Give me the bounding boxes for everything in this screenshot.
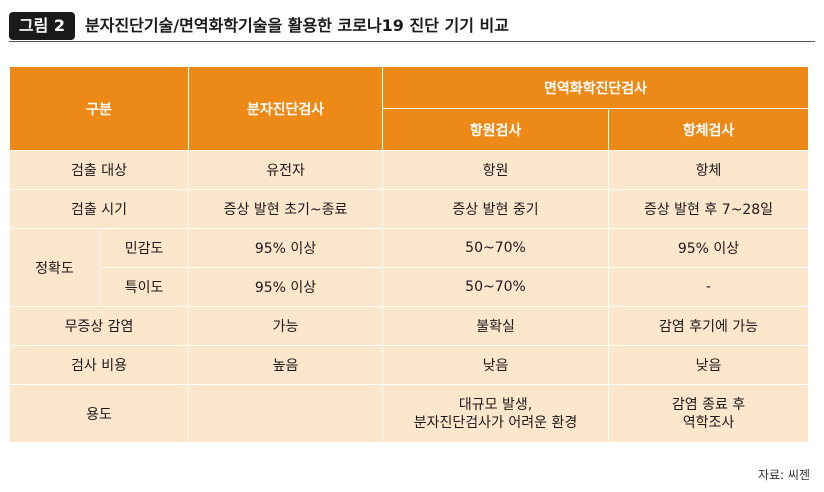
table-row: 용도 대규모 발생, 분자진단검사가 어려운 환경 감염 종료 후 역학조사 bbox=[8, 384, 810, 443]
table-row: 특이도 95% 이상 50~70% - bbox=[10, 267, 810, 307]
header-immuno: 면역화학진단검사 bbox=[382, 66, 810, 109]
row-label-specificity: 특이도 bbox=[98, 267, 190, 307]
cell-asymptomatic-antibody: 감염 후기에 가능 bbox=[608, 306, 810, 346]
cell-target-molecular: 유전자 bbox=[188, 150, 384, 190]
table-row: 정확도 민감도 95% 이상 50~70% 95% 이상 bbox=[9, 228, 810, 307]
usage-antigen-line2: 분자진단검사가 어려운 환경 bbox=[413, 414, 578, 431]
cell-specificity-molecular: 95% 이상 bbox=[188, 267, 384, 307]
header-row-2: 항원검사 항체검사 bbox=[10, 108, 810, 151]
figure-title: 분자진단기술/면역화학기술을 활용한 코로나19 진단 기기 비교 bbox=[85, 16, 509, 35]
row-label-sensitivity: 민감도 bbox=[98, 228, 190, 268]
cell-timing-antibody: 증상 발현 후 7~28일 bbox=[608, 189, 810, 229]
row-label-timing: 검출 시기 bbox=[8, 189, 190, 229]
source-note: 자료: 씨젠 bbox=[757, 468, 810, 482]
figure-header: 그림 2 분자진단기술/면역화학기술을 활용한 코로나19 진단 기기 비교 bbox=[9, 12, 815, 42]
cell-asymptomatic-molecular: 가능 bbox=[188, 306, 384, 346]
header-category: 구분 bbox=[8, 66, 190, 151]
row-label-accuracy: 정확도 bbox=[9, 228, 100, 307]
cell-cost-antigen: 낮음 bbox=[382, 345, 610, 385]
cell-target-antibody: 항체 bbox=[608, 150, 810, 190]
usage-antibody-line1: 감염 종료 후 bbox=[671, 396, 746, 413]
header-divider bbox=[9, 41, 815, 42]
table-row: 검출 대상 유전자 항원 항체 bbox=[8, 150, 810, 190]
table-row: 검출 시기 증상 발현 초기~종료 증상 발현 중기 증상 발현 후 7~28일 bbox=[8, 189, 810, 229]
cell-specificity-antigen: 50~70% bbox=[382, 267, 610, 307]
header-antibody: 항체검사 bbox=[608, 108, 810, 151]
row-label-usage: 용도 bbox=[8, 384, 190, 443]
cell-timing-molecular: 증상 발현 초기~종료 bbox=[188, 189, 384, 229]
cell-asymptomatic-antigen: 불확실 bbox=[382, 306, 610, 346]
cell-sensitivity-antibody: 95% 이상 bbox=[608, 228, 810, 268]
usage-antibody-line2: 역학조사 bbox=[682, 414, 735, 431]
cell-cost-antibody: 낮음 bbox=[608, 345, 810, 385]
cell-target-antigen: 항원 bbox=[382, 150, 610, 190]
cell-sensitivity-antigen: 50~70% bbox=[382, 228, 610, 268]
comparison-table: 구분 분자진단검사 면역화학진단검사 항원검사 항체검사 검출 대상 유전자 항… bbox=[8, 66, 810, 443]
cell-specificity-antibody: - bbox=[608, 267, 810, 307]
row-label-cost: 검사 비용 bbox=[8, 345, 190, 385]
row-label-asymptomatic: 무증상 감염 bbox=[8, 306, 190, 346]
cell-usage-molecular bbox=[188, 384, 384, 443]
table-row: 무증상 감염 가능 불확실 감염 후기에 가능 bbox=[8, 306, 810, 346]
table-row: 검사 비용 높음 낮음 낮음 bbox=[8, 345, 810, 385]
header-row-1: 구분 분자진단검사 면역화학진단검사 bbox=[8, 66, 810, 151]
cell-cost-molecular: 높음 bbox=[188, 345, 384, 385]
row-label-target: 검출 대상 bbox=[8, 150, 190, 190]
header-molecular: 분자진단검사 bbox=[188, 66, 384, 151]
header-antigen: 항원검사 bbox=[382, 108, 610, 151]
figure-badge: 그림 2 bbox=[9, 12, 75, 40]
usage-antigen-line1: 대규모 발생, bbox=[458, 396, 533, 413]
cell-usage-antigen: 대규모 발생, 분자진단검사가 어려운 환경 bbox=[382, 384, 610, 443]
cell-usage-antibody: 감염 종료 후 역학조사 bbox=[608, 384, 810, 443]
cell-sensitivity-molecular: 95% 이상 bbox=[188, 228, 384, 268]
cell-timing-antigen: 증상 발현 중기 bbox=[382, 189, 610, 229]
